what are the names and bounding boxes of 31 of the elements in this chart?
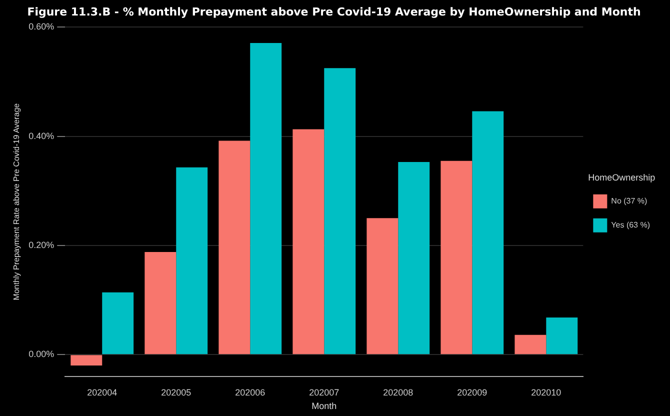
x-tick-label: 202006 bbox=[235, 387, 266, 398]
bar bbox=[144, 252, 176, 354]
x-tick-label: 202008 bbox=[383, 387, 414, 398]
x-tick-label: 202009 bbox=[457, 387, 488, 398]
bar bbox=[102, 292, 134, 354]
bar bbox=[366, 218, 398, 354]
bar bbox=[218, 140, 250, 354]
bar bbox=[440, 160, 472, 354]
bar bbox=[250, 43, 282, 354]
chart-title: Figure 11.3.B - % Monthly Prepayment above Pre Covid-19 Average by HomeOwnership and Month bbox=[27, 5, 641, 18]
y-tick-label: 0.00% bbox=[28, 349, 54, 360]
legend-label: Yes (63 %) bbox=[611, 220, 650, 230]
bar bbox=[292, 129, 324, 354]
bar bbox=[324, 68, 356, 354]
y-tick-label: 0.60% bbox=[28, 22, 54, 32]
x-tick-label: 202007 bbox=[309, 387, 340, 398]
bar bbox=[472, 111, 504, 354]
y-tick-label: 0.20% bbox=[28, 240, 54, 250]
x-tick-label: 202010 bbox=[531, 387, 562, 398]
bar bbox=[514, 334, 546, 354]
bar bbox=[70, 355, 102, 366]
y-axis-title: Monthly Prepayment Rate above Pre Covid-19 Average bbox=[12, 102, 22, 300]
bar bbox=[546, 317, 578, 354]
y-tick-label: 0.40% bbox=[28, 130, 54, 141]
bar bbox=[398, 162, 430, 354]
bar bbox=[176, 167, 208, 354]
x-tick-label: 202005 bbox=[161, 387, 192, 398]
legend-label: No (37 %) bbox=[611, 196, 648, 206]
x-tick-label: 202004 bbox=[87, 387, 118, 398]
legend-title: HomeOwnership bbox=[588, 172, 656, 183]
x-axis-title: Month bbox=[312, 401, 337, 412]
